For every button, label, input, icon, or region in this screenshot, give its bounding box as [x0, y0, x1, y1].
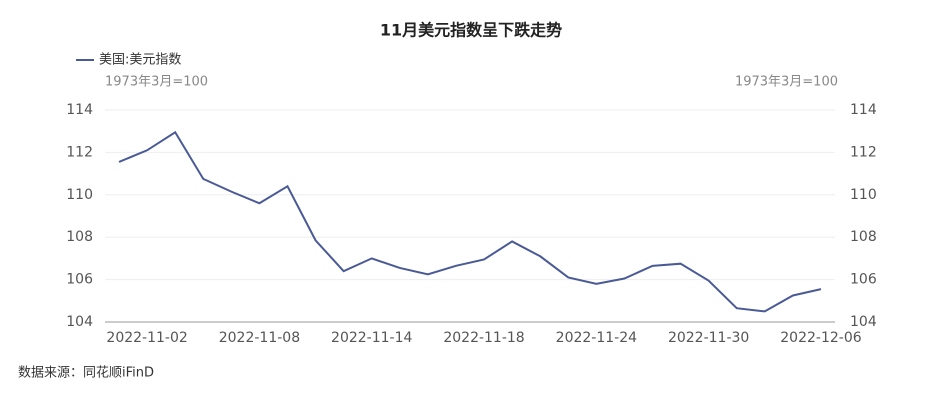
line	[118, 130, 822, 313]
source: 数据来源：同花顺iFinD	[18, 365, 154, 381]
x-tick-label: 2022-11-24	[556, 330, 637, 346]
y2-tick-label: 106	[850, 272, 877, 288]
y-tick-label: 112	[66, 144, 93, 160]
axis-note: 1973年3月=100	[735, 75, 838, 90]
x-tick-label: 2022-11-02	[106, 330, 187, 346]
legend-label: 美国:美元指数	[99, 53, 181, 68]
y-tick-label: 108	[66, 229, 93, 245]
y2-tick-label: 114	[850, 102, 877, 118]
x-tick-label: 2022-11-08	[219, 330, 300, 346]
x-tick-label: 2022-12-06	[780, 330, 861, 346]
chart-title: 11月美元指数呈下跌走势	[380, 21, 562, 40]
y-tick-label: 106	[66, 272, 93, 288]
y2-tick-label: 110	[850, 187, 877, 203]
axis-note: 1973年3月=100	[105, 75, 208, 90]
x-tick-label: 2022-11-14	[331, 330, 412, 346]
y2-tick-label: 108	[850, 229, 877, 245]
y-tick-label: 104	[66, 314, 93, 330]
y-tick-label: 110	[66, 187, 93, 203]
y2-tick-label: 104	[850, 314, 877, 330]
y-tick-label: 114	[66, 102, 93, 118]
y2-tick-label: 112	[850, 144, 877, 160]
x-tick-label: 2022-11-30	[668, 330, 749, 346]
x-tick-label: 2022-11-18	[443, 330, 524, 346]
